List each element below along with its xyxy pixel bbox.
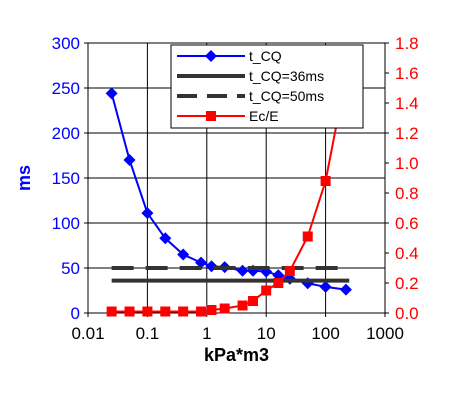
x-tick-label: 0.1	[136, 324, 160, 343]
series-point-ec-e	[178, 306, 189, 317]
legend-label: t_CQ=50ms	[249, 88, 324, 104]
y-tick-label: 150	[52, 169, 80, 188]
legend-label: t_CQ	[249, 48, 282, 64]
x-tick-label: 0.01	[71, 324, 104, 343]
legend-marker	[206, 111, 216, 121]
y-tick-label: 300	[52, 34, 80, 53]
legend-label: t_CQ=36ms	[249, 68, 324, 84]
series-point-t-cq	[141, 207, 154, 220]
y2-tick-label: 1.8	[395, 34, 419, 53]
y2-tick-label: 1.6	[395, 64, 419, 83]
series-point-t-cq	[123, 154, 136, 166]
series-point-ec-e	[320, 176, 331, 186]
series-point-ec-e	[196, 306, 207, 317]
series-point-t-cq	[159, 232, 172, 245]
series-point-ec-e	[160, 306, 171, 317]
x-axis-title: kPa*m3	[204, 345, 269, 365]
y2-tick-label: 0.8	[395, 184, 419, 203]
y2-tick-label: 0.2	[395, 274, 419, 293]
y-tick-label: 0	[71, 304, 80, 323]
y2-tick-label: 1.4	[395, 94, 419, 113]
series-point-ec-e	[142, 306, 153, 317]
series-point-t-cq	[236, 264, 249, 277]
x-tick-label: 100	[311, 324, 339, 343]
y-tick-label: 200	[52, 124, 80, 143]
legend-label: Ec/E	[249, 108, 279, 124]
y2-tick-label: 0.4	[395, 244, 419, 263]
series-point-t-cq	[195, 256, 208, 269]
y-tick-label: 250	[52, 79, 80, 98]
y-tick-label: 50	[61, 259, 80, 278]
series-point-t-cq	[319, 280, 332, 293]
series-point-ec-e	[248, 296, 259, 306]
y-axis-title: ms	[14, 165, 34, 191]
legend-marker	[205, 50, 217, 62]
series-point-ec-e	[273, 278, 284, 288]
series-point-t-cq	[177, 248, 190, 261]
series-point-t-cq	[339, 283, 352, 296]
y-tick-label: 100	[52, 214, 80, 233]
y2-tick-label: 1.0	[395, 154, 419, 173]
y2-tick-label: 1.2	[395, 124, 419, 143]
series-point-ec-e	[206, 305, 217, 315]
series-point-ec-e	[106, 306, 117, 317]
series-point-ec-e	[284, 266, 295, 276]
legend-box	[170, 44, 364, 129]
x-tick-label: 1	[202, 324, 211, 343]
x-tick-label: 1000	[366, 324, 404, 343]
series-point-ec-e	[261, 285, 272, 296]
series-point-t-cq	[105, 87, 118, 100]
series-point-ec-e	[237, 300, 248, 311]
series-line-3	[111, 75, 347, 313]
series-point-ec-e	[219, 303, 230, 314]
y2-tick-label: 0.0	[395, 304, 419, 323]
x-tick-label: 10	[257, 324, 276, 343]
y2-tick-label: 0.6	[395, 214, 419, 233]
series-point-ec-e	[302, 231, 313, 242]
series-point-ec-e	[124, 306, 135, 317]
